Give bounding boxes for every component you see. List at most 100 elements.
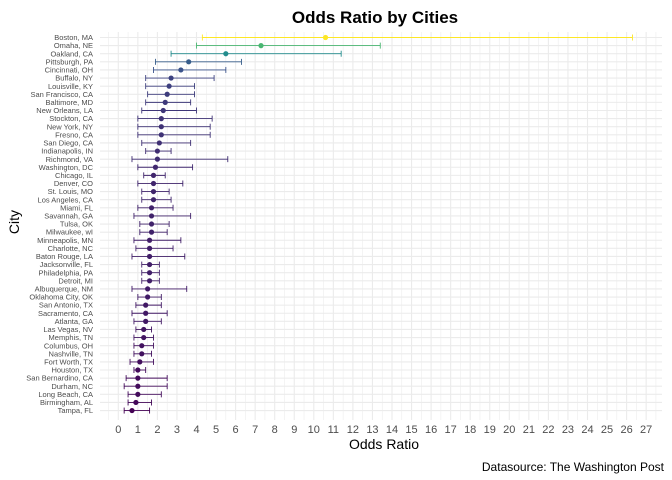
y-tick-label: Columbus, OH bbox=[44, 341, 93, 350]
x-tick-label: 18 bbox=[464, 424, 476, 436]
ci-bar bbox=[137, 180, 184, 187]
x-tick-label: 19 bbox=[484, 424, 496, 436]
ci-bar bbox=[137, 115, 213, 122]
odds-ratio-point bbox=[148, 229, 155, 235]
odds-ratio-point bbox=[146, 253, 153, 260]
x-tick-label: 27 bbox=[640, 424, 652, 436]
odds-ratio-point bbox=[133, 399, 139, 406]
odds-ratio-point bbox=[158, 132, 164, 138]
odds-ratio-point bbox=[150, 197, 157, 203]
y-tick-label: Oakland, CA bbox=[50, 49, 93, 58]
y-tick-label: Oklahoma City, OK bbox=[29, 293, 93, 302]
ci-bar bbox=[135, 302, 162, 309]
odds-ratio-point bbox=[148, 213, 155, 219]
x-tick-label: 1 bbox=[135, 424, 141, 436]
ci-bar bbox=[123, 407, 151, 414]
odds-ratio-point bbox=[146, 237, 153, 243]
odds-ratio-point bbox=[164, 91, 170, 97]
x-tick-label: 25 bbox=[601, 424, 613, 436]
ci-bar bbox=[137, 131, 211, 138]
x-tick-label: 5 bbox=[213, 424, 219, 436]
ci-bar bbox=[201, 34, 633, 41]
odds-ratio-point bbox=[162, 99, 168, 105]
x-tick-label: 3 bbox=[174, 424, 180, 436]
ci-bar bbox=[131, 156, 229, 163]
x-tick-label: 13 bbox=[366, 424, 378, 436]
y-tick-label: Tampa, FL bbox=[58, 406, 93, 415]
y-tick-label: Durham, NC bbox=[51, 382, 93, 391]
y-tick-label: Detroit, MI bbox=[58, 276, 93, 285]
y-tick-label: San Diego, CA bbox=[43, 139, 93, 148]
odds-ratio-point bbox=[158, 124, 164, 130]
x-tick-label: 8 bbox=[272, 424, 278, 436]
ci-bar bbox=[145, 99, 192, 106]
odds-ratio-point bbox=[160, 107, 166, 114]
odds-ratio-point bbox=[168, 75, 174, 81]
odds-ratio-point bbox=[135, 367, 141, 373]
ci-bar bbox=[137, 164, 194, 171]
x-tick-label: 0 bbox=[115, 424, 121, 436]
x-tick-label: 26 bbox=[620, 424, 632, 436]
y-tick-label: Nashville, TN bbox=[49, 349, 93, 358]
odds-ratio-point bbox=[143, 318, 149, 324]
x-tick-label: 20 bbox=[503, 424, 515, 436]
x-tick-label: 15 bbox=[405, 424, 417, 436]
odds-ratio-point bbox=[129, 407, 135, 414]
y-tick-label: Denver, CO bbox=[54, 179, 93, 188]
odds-ratio-point bbox=[146, 270, 153, 276]
odds-ratio-point bbox=[139, 351, 145, 357]
x-tick-label: 9 bbox=[291, 424, 297, 436]
odds-ratio-point bbox=[145, 286, 151, 292]
odds-ratio-point bbox=[137, 359, 143, 365]
y-tick-label: Jacksonville, FL bbox=[40, 260, 93, 269]
y-tick-label: Indianapolis, IN bbox=[41, 147, 93, 156]
ci-bar bbox=[141, 196, 172, 203]
y-tick-label: Houston, TX bbox=[51, 366, 93, 375]
x-tick-label: 24 bbox=[581, 424, 593, 436]
y-tick-label: Memphis, TN bbox=[49, 333, 93, 342]
chart-title: Odds Ratio by Cities bbox=[292, 8, 458, 27]
odds-ratio-point bbox=[145, 294, 151, 300]
y-tick-label: Richmond, VA bbox=[46, 155, 93, 164]
y-tick-label: Philadelphia, PA bbox=[39, 268, 93, 277]
y-tick-label: Los Angeles, CA bbox=[38, 195, 93, 204]
x-tick-labels: 0 1 2 3 4 5 6 7 8 9 10 11 12 13 14 15 16 17 18 19 20 21 22 23 24… bbox=[115, 424, 652, 436]
ci-bar bbox=[127, 399, 152, 406]
y-tick-label: New York, NY bbox=[47, 122, 93, 131]
odds-ratio-point bbox=[139, 343, 145, 349]
chart-caption: Datasource: The Washington Post bbox=[482, 460, 665, 474]
y-tick-label: Boston, MA bbox=[54, 33, 93, 42]
y-tick-label: Fresno, CA bbox=[55, 130, 93, 139]
ci-bar bbox=[133, 237, 182, 244]
ci-bar bbox=[139, 221, 170, 228]
y-axis-label: City bbox=[6, 210, 22, 234]
y-tick-label: Chicago, IL bbox=[55, 171, 93, 180]
y-tick-label: San Antonio, TX bbox=[39, 301, 93, 310]
x-tick-label: 11 bbox=[328, 424, 339, 436]
odds-ratio-point bbox=[150, 180, 157, 187]
x-tick-label: 10 bbox=[308, 424, 320, 436]
ci-bar bbox=[154, 58, 242, 65]
ci-bar bbox=[141, 107, 197, 114]
odds-ratio-point bbox=[152, 164, 159, 170]
odds-ratio-point bbox=[166, 83, 172, 89]
y-tick-label: San Bernardino, CA bbox=[26, 374, 93, 383]
ci-bar bbox=[196, 42, 381, 49]
x-tick-label: 23 bbox=[562, 424, 574, 436]
x-tick-label: 22 bbox=[542, 424, 554, 436]
y-tick-label: Baton Rouge, LA bbox=[36, 252, 93, 261]
odds-ratio-point bbox=[143, 302, 149, 308]
odds-ratio-point bbox=[258, 43, 264, 49]
y-tick-label: Savannah, GA bbox=[44, 212, 93, 221]
x-tick-label: 2 bbox=[154, 424, 160, 436]
y-tick-label: Baltimore, MD bbox=[45, 98, 93, 107]
odds-ratio-point bbox=[146, 261, 153, 268]
x-tick-label: 17 bbox=[445, 424, 457, 436]
odds-ratio-point bbox=[135, 383, 141, 389]
ci-bar bbox=[131, 310, 168, 317]
y-tick-label: Miami, FL bbox=[60, 203, 93, 212]
odds-ratio-point bbox=[141, 326, 147, 333]
x-tick-label: 16 bbox=[425, 424, 437, 436]
